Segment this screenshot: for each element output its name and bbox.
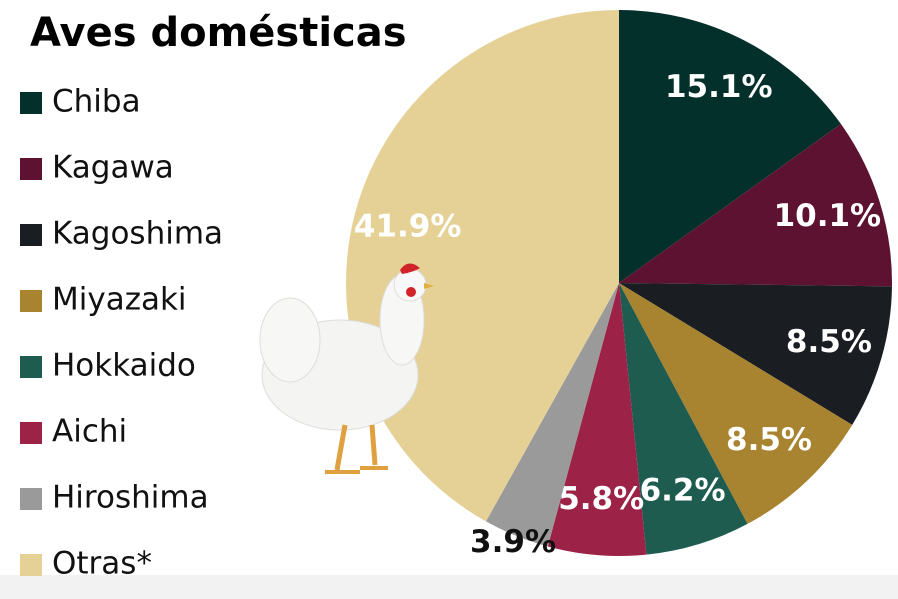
legend-label: Kagoshima <box>52 216 223 252</box>
legend-swatch <box>20 158 42 180</box>
pie-slice <box>619 283 853 524</box>
legend-label: Aichi <box>52 414 127 450</box>
legend-swatch <box>20 554 42 576</box>
legend-swatch <box>20 356 42 378</box>
legend-label: Miyazaki <box>52 282 187 318</box>
pie-slice <box>485 283 619 547</box>
pie-slice <box>547 283 647 557</box>
legend-swatch <box>20 92 42 114</box>
legend-swatch <box>20 422 42 444</box>
value-label: 41.9% <box>354 209 462 245</box>
pie: 15.1%10.1%8.5%8.5%6.2%5.8%3.9%41.9% <box>346 10 892 560</box>
legend: Chiba Kagawa Kagoshima Miyazaki Hokkaido Aich… <box>20 84 223 582</box>
value-label: 8.5% <box>726 422 812 458</box>
legend-label: Hiroshima <box>52 480 209 516</box>
legend-label: Otras* <box>52 546 152 582</box>
chart-title: Aves domésticas <box>30 10 407 56</box>
value-label: 6.2% <box>640 472 726 508</box>
value-label: 3.9% <box>470 524 556 560</box>
value-label: 5.8% <box>558 481 644 517</box>
legend-label: Hokkaido <box>52 348 196 384</box>
value-label: 8.5% <box>786 324 872 360</box>
chicken-illustration <box>259 263 434 474</box>
legend-label: Chiba <box>52 84 141 120</box>
pie-slice <box>619 10 841 283</box>
footer-bar <box>0 575 898 599</box>
legend-label: Kagawa <box>52 150 174 186</box>
value-label: 10.1% <box>774 198 882 234</box>
pie-slice <box>619 123 892 287</box>
pie-slice <box>619 283 748 555</box>
pie-slice <box>346 10 619 522</box>
legend-swatch <box>20 224 42 246</box>
pie-slice <box>619 283 892 425</box>
value-label: 15.1% <box>665 69 773 105</box>
legend-swatch <box>20 488 42 510</box>
legend-swatch <box>20 290 42 312</box>
